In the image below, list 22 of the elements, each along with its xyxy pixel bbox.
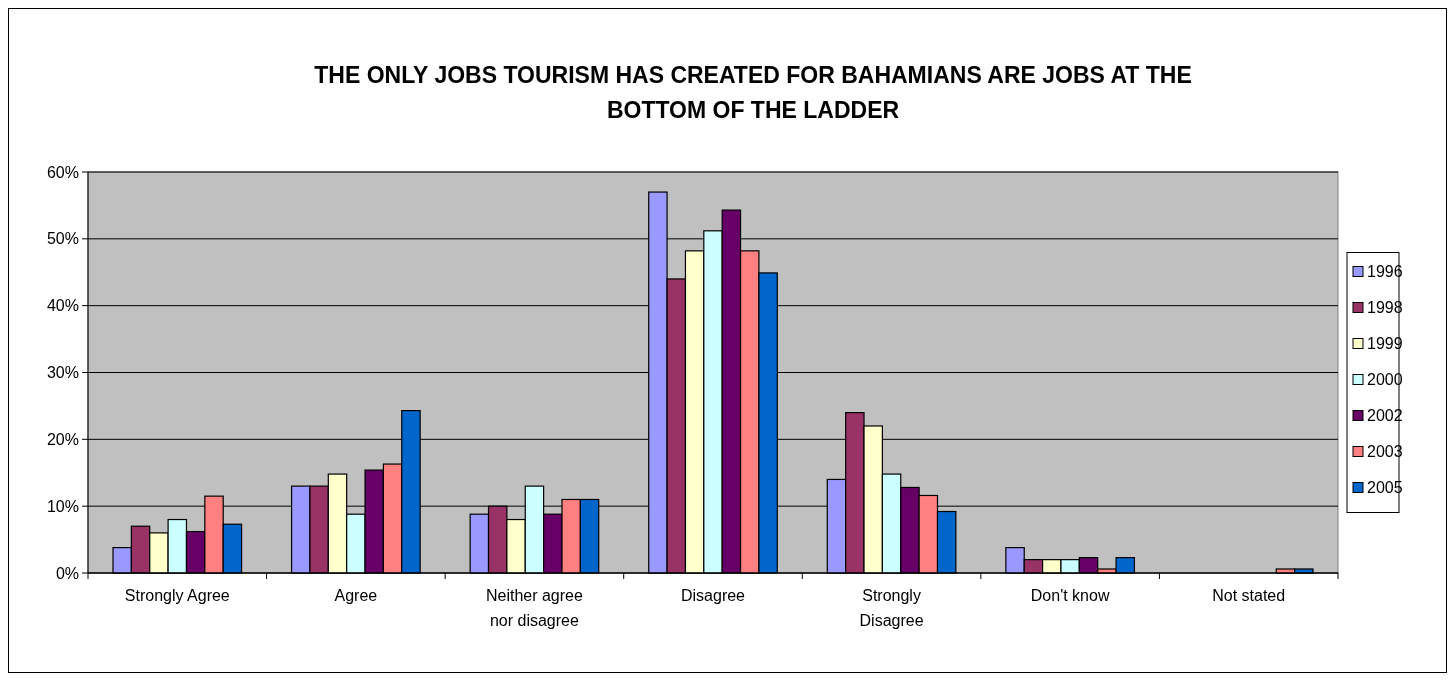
legend-label: 2003	[1367, 443, 1403, 461]
legend-label: 2005	[1367, 479, 1403, 497]
x-tick-label: Don't know	[1030, 587, 1110, 604]
chart-title: THE ONLY JOBS TOURISM HAS CREATED FOR BAHAMIANS ARE JOBS AT THE BOTTOM OF THE LADDER	[314, 62, 1192, 123]
legend-label: 2000	[1367, 371, 1403, 389]
y-tick-label: 30%	[46, 364, 79, 382]
x-tick-label: Strongly Disagree	[859, 587, 924, 629]
x-tick-label: Not stated	[1212, 587, 1286, 604]
y-tick-label: 20%	[46, 430, 79, 448]
legend-label: 1998	[1367, 299, 1403, 317]
x-tick-label: Disagree	[680, 587, 746, 604]
y-tick-label: 60%	[46, 163, 79, 181]
legend-label: 2002	[1367, 407, 1403, 425]
y-tick-label: 10%	[46, 497, 79, 515]
y-tick-label: 40%	[46, 297, 79, 315]
x-tick-label: Strongly Agree	[124, 587, 230, 604]
x-tick-label: Neither agree nor disagree	[485, 587, 583, 629]
legend-label: 1996	[1367, 263, 1403, 281]
y-tick-label: 50%	[46, 230, 79, 248]
legend-label: 1999	[1367, 335, 1403, 353]
x-tick-label: Agree	[334, 587, 378, 604]
y-tick-label: 0%	[55, 564, 79, 582]
